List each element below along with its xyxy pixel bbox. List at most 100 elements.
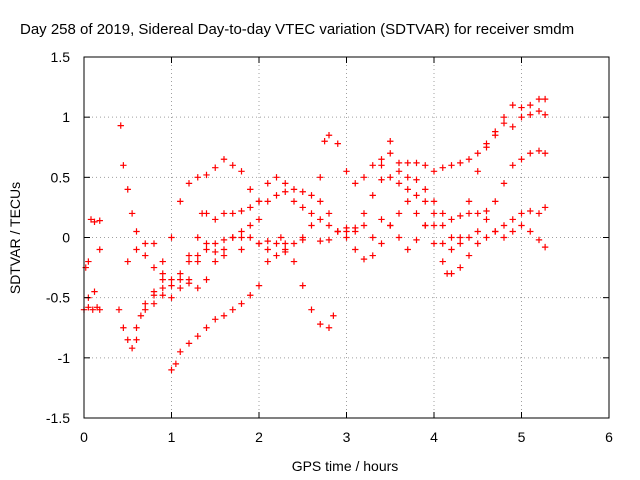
data-point: [91, 288, 98, 295]
data-point: [282, 246, 289, 253]
data-point: [194, 252, 201, 259]
data-point: [247, 292, 254, 299]
data-point: [483, 234, 490, 241]
data-point: [317, 320, 324, 328]
data-point: [238, 207, 245, 215]
data-point: [150, 288, 158, 295]
data-point: [500, 119, 508, 127]
data-point: [378, 176, 385, 183]
data-point: [518, 104, 525, 111]
data-point: [321, 138, 328, 145]
data-point: [430, 210, 438, 217]
data-point: [518, 156, 525, 163]
data-point: [369, 234, 376, 241]
x-tick-label: 4: [430, 429, 438, 445]
data-point: [509, 216, 516, 223]
data-point: [317, 237, 324, 245]
series-s9: [378, 107, 549, 253]
data-point: [290, 198, 298, 205]
data-point: [500, 222, 508, 229]
data-points: [80, 95, 549, 374]
data-point: [120, 162, 127, 169]
data-point: [378, 240, 385, 247]
x-tick-label: 5: [518, 429, 526, 445]
data-point: [474, 228, 481, 235]
data-point: [273, 192, 280, 199]
data-point: [220, 156, 228, 163]
data-point: [96, 306, 103, 313]
data-point: [229, 306, 236, 313]
data-point: [220, 210, 228, 217]
data-point: [541, 95, 549, 103]
data-point: [168, 234, 175, 241]
data-point: [194, 174, 201, 181]
data-point: [483, 144, 490, 151]
data-point: [317, 174, 324, 181]
data-point: [212, 240, 219, 247]
data-point: [492, 228, 499, 235]
data-point: [91, 218, 98, 226]
x-tick-label: 3: [343, 429, 351, 445]
data-point: [203, 171, 210, 179]
data-point: [500, 180, 508, 187]
data-point: [465, 234, 473, 241]
data-point: [325, 324, 333, 331]
data-point: [203, 210, 210, 217]
data-point: [465, 198, 473, 205]
data-point: [273, 240, 280, 247]
data-point: [448, 162, 455, 169]
data-point: [422, 222, 429, 229]
data-point: [128, 345, 136, 352]
data-point: [343, 228, 350, 235]
data-point: [273, 252, 280, 259]
y-tick-label: -1: [58, 350, 71, 366]
data-point: [282, 188, 289, 195]
data-point: [177, 198, 184, 205]
data-point: [159, 276, 166, 283]
data-point: [150, 240, 158, 247]
data-point: [264, 180, 271, 187]
data-point: [150, 264, 158, 271]
data-point: [492, 198, 499, 205]
data-point: [212, 258, 219, 265]
data-point: [264, 198, 271, 205]
data-point: [220, 312, 228, 319]
data-point: [282, 180, 289, 187]
data-point: [535, 147, 543, 155]
data-point: [413, 192, 420, 199]
data-point: [185, 180, 193, 187]
data-point: [159, 284, 166, 292]
data-point: [290, 186, 298, 193]
data-point: [85, 304, 92, 311]
data-point: [535, 236, 543, 244]
data-point: [430, 240, 438, 247]
data-point: [168, 276, 175, 283]
data-point: [343, 234, 350, 241]
data-point: [317, 216, 324, 223]
x-axis-label: GPS time / hours: [292, 458, 399, 474]
series-s6: [133, 95, 549, 331]
data-point: [448, 246, 455, 253]
data-point: [404, 174, 411, 181]
data-point: [457, 240, 464, 247]
data-point: [203, 324, 210, 331]
data-point: [509, 101, 516, 109]
y-tick-label: 1: [62, 109, 70, 125]
data-point: [255, 240, 263, 247]
y-tick-label: -1.5: [46, 410, 70, 426]
data-point: [317, 198, 324, 205]
data-point: [159, 258, 166, 265]
data-point: [360, 210, 368, 217]
x-tick-label: 0: [80, 429, 88, 445]
data-point: [352, 224, 359, 232]
data-point: [133, 246, 140, 253]
data-point: [395, 168, 403, 175]
data-point: [395, 159, 403, 167]
data-point: [177, 284, 184, 292]
data-point: [483, 216, 490, 223]
data-point: [439, 222, 446, 229]
data-point: [203, 276, 210, 283]
data-point: [369, 162, 376, 169]
data-point: [439, 240, 446, 247]
data-point: [448, 270, 455, 277]
